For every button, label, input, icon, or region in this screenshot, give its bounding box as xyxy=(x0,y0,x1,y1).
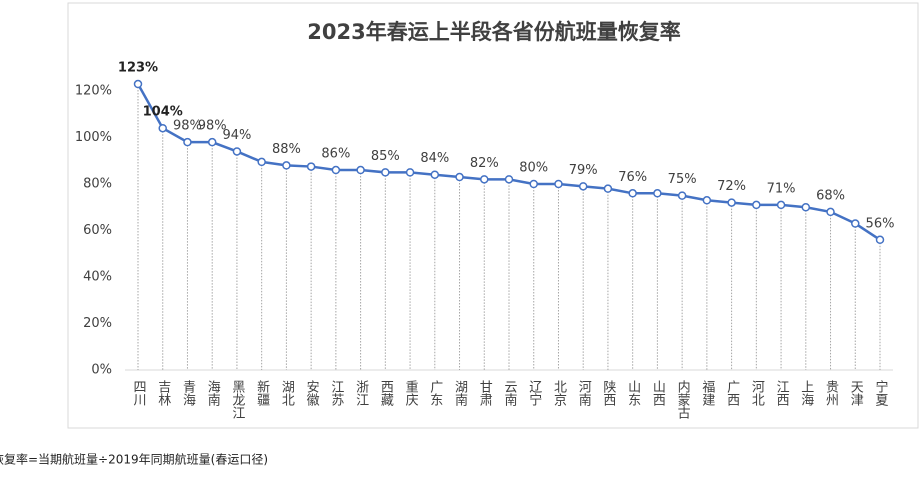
y-tick-label: 120% xyxy=(75,84,112,99)
y-tick-label: 100% xyxy=(75,130,112,145)
point xyxy=(455,172,464,182)
x-tick-label: 广西 xyxy=(724,380,740,406)
x-tick-label: 湖北 xyxy=(279,380,295,407)
point xyxy=(282,161,291,170)
point xyxy=(628,189,637,198)
data-label: 80% xyxy=(519,161,548,176)
point xyxy=(480,175,489,184)
x-tick-label: 西藏 xyxy=(378,380,394,406)
x-tick-label: 陕西 xyxy=(600,380,616,406)
data-label: 123% xyxy=(118,61,158,76)
y-tick-label: 60% xyxy=(83,223,112,238)
data-label: 94% xyxy=(222,128,251,143)
point xyxy=(504,175,514,184)
x-tick-label: 江西 xyxy=(774,380,790,406)
x-tick-label: 福建 xyxy=(699,380,715,407)
x-tick-label: 上海 xyxy=(798,380,814,406)
x-tick-label: 青海 xyxy=(180,380,196,406)
x-tick-label: 山东 xyxy=(625,380,641,406)
x-tick-label: 四川 xyxy=(131,380,147,406)
point xyxy=(603,184,613,193)
y-tick-label: 0% xyxy=(91,363,112,378)
point xyxy=(158,123,167,133)
data-label: 79% xyxy=(569,163,598,178)
point xyxy=(232,147,242,156)
data-label: 71% xyxy=(767,181,796,196)
point xyxy=(826,207,835,217)
point xyxy=(356,165,365,175)
y-tick-label: 40% xyxy=(83,270,112,285)
point xyxy=(702,196,712,205)
point xyxy=(752,200,761,210)
data-label: 56% xyxy=(866,216,895,231)
x-tick-label: 河南 xyxy=(576,380,592,406)
x-tick-label: 辽宁 xyxy=(526,380,542,406)
data-label: 72% xyxy=(717,179,746,194)
point xyxy=(306,162,316,171)
x-tick-label: 内蒙古 xyxy=(675,379,691,419)
point xyxy=(183,137,192,147)
point xyxy=(875,235,885,245)
point xyxy=(405,168,415,177)
point xyxy=(257,157,266,167)
x-tick-label: 浙江 xyxy=(353,380,369,406)
x-tick-label: 宁夏 xyxy=(873,379,889,406)
x-tick-label: 安徽 xyxy=(304,380,320,406)
x-tick-label: 北京 xyxy=(551,380,567,406)
data-label: 75% xyxy=(668,172,697,187)
point xyxy=(554,179,563,189)
point xyxy=(776,200,786,210)
point xyxy=(727,198,736,207)
point xyxy=(207,137,217,147)
data-label: 88% xyxy=(272,142,301,157)
x-tick-label: 河北 xyxy=(749,380,765,407)
point xyxy=(801,203,811,212)
data-label: 84% xyxy=(420,151,449,166)
point xyxy=(133,79,143,89)
chart-title: 2023年春运上半段各省份航班量恢复率 xyxy=(307,20,680,44)
point xyxy=(578,182,588,191)
data-label: 82% xyxy=(470,156,499,171)
y-tick-label: 80% xyxy=(83,177,112,192)
point xyxy=(331,165,341,175)
point xyxy=(677,191,687,200)
point xyxy=(851,219,860,228)
x-tick-label: 贵州 xyxy=(823,380,839,406)
x-tick-label: 湖南 xyxy=(452,380,468,406)
x-tick-label: 吉林 xyxy=(155,380,171,406)
y-tick-label: 20% xyxy=(83,316,112,331)
point xyxy=(653,189,662,198)
data-label: 68% xyxy=(816,188,845,203)
x-tick-label: 江苏 xyxy=(328,380,344,406)
x-tick-label: 黑龙江 xyxy=(229,380,245,419)
footnote: 恢复率=当期航班量÷2019年同期航班量(春运口径) xyxy=(0,452,268,467)
x-tick-label: 广东 xyxy=(427,380,443,406)
point xyxy=(529,179,538,189)
data-label: 98% xyxy=(198,119,227,134)
x-tick-label: 重庆 xyxy=(403,379,419,406)
x-tick-label: 甘肃 xyxy=(477,380,493,406)
x-tick-label: 天津 xyxy=(848,380,864,406)
x-tick-label: 新疆 xyxy=(254,379,270,406)
point xyxy=(381,168,390,177)
x-tick-label: 海南 xyxy=(205,380,221,406)
x-tick-label: 山西 xyxy=(650,380,666,406)
point xyxy=(430,170,440,179)
data-label: 98% xyxy=(173,119,202,134)
x-tick-label: 云南 xyxy=(502,380,518,406)
data-label: 86% xyxy=(321,147,350,162)
data-label: 76% xyxy=(618,170,647,185)
chart-frame xyxy=(67,2,919,429)
data-label: 85% xyxy=(371,149,400,164)
data-label: 104% xyxy=(143,105,183,120)
